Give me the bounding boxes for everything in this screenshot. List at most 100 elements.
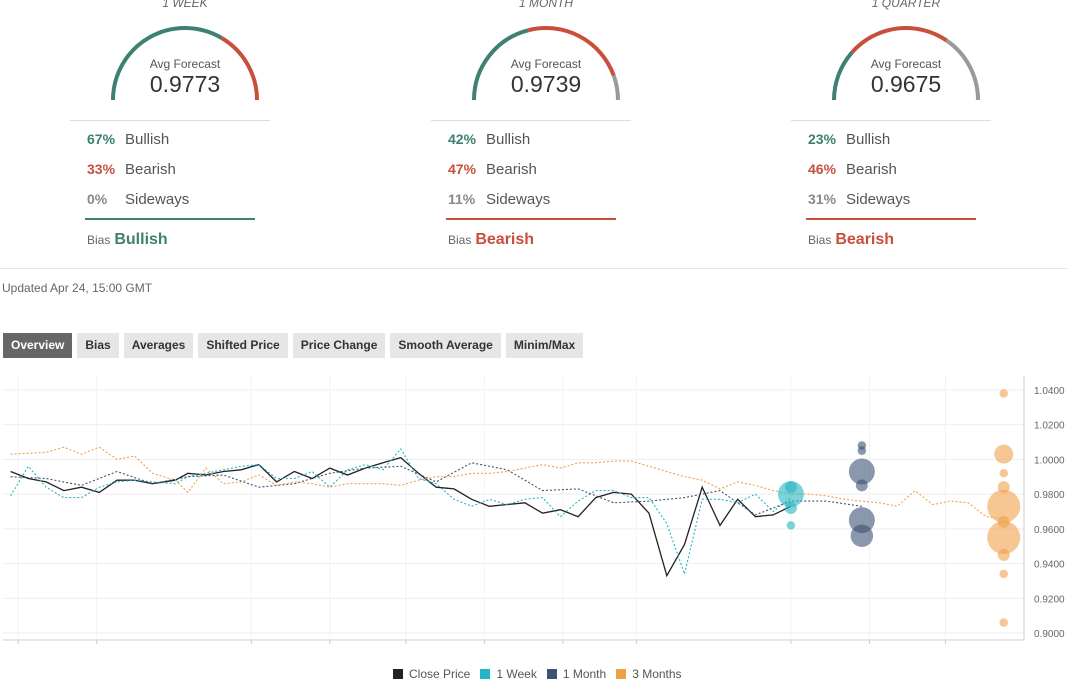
forecast-dot [987, 521, 1021, 555]
gauge-segment [111, 26, 223, 101]
separator [791, 120, 991, 121]
tab-averages[interactable]: Averages [123, 333, 194, 358]
sentiment-percent: 67% [87, 131, 116, 147]
legend-item[interactable]: Close Price [393, 667, 470, 681]
series-line-1-month [10, 462, 862, 516]
forecast-dot [987, 489, 1021, 523]
bias-underline [806, 218, 976, 220]
tab-shifted-price[interactable]: Shifted Price [198, 333, 288, 358]
bias-underline [446, 218, 616, 220]
legend-swatch [616, 669, 627, 679]
sentiment-percent: 31% [808, 191, 837, 207]
divider [0, 268, 1068, 269]
bias-indicator: Bias Bearish [808, 231, 894, 249]
forecast-dot [784, 502, 797, 514]
sentiment-label: Bullish [846, 131, 891, 148]
sentiment-row-sideways: 31% Sideways [808, 191, 910, 208]
legend-swatch [393, 669, 403, 679]
chart-tabs: Overview Bias Averages Shifted Price Price C… [3, 333, 588, 358]
tab-bias[interactable]: Bias [77, 333, 119, 358]
forecast-dot [994, 444, 1014, 464]
tab-price-change[interactable]: Price Change [292, 333, 386, 358]
y-tick-label: 1.0000 [1034, 455, 1065, 466]
sentiment-label: Bearish [486, 161, 537, 178]
sentiment-label: Sideways [486, 191, 551, 208]
legend-item[interactable]: 1 Week [480, 667, 537, 681]
sentiment-row-sideways: 0% Sideways [87, 191, 189, 208]
series-line-3-months [10, 446, 1004, 519]
y-tick-label: 0.9600 [1034, 525, 1065, 536]
sentiment-row-bearish: 33% Bearish [87, 161, 176, 178]
forecast-dot [786, 521, 796, 530]
separator [70, 120, 270, 121]
bias-value: Bearish [835, 231, 895, 248]
sentiment-row-sideways: 11% Sideways [448, 191, 550, 208]
series-line-1-week [10, 447, 792, 576]
tab-smooth-average[interactable]: Smooth Average [390, 333, 501, 358]
sentiment-percent: 47% [448, 161, 477, 177]
sentiment-percent: 33% [87, 161, 116, 177]
bias-value: Bearish [475, 231, 535, 248]
period-label: 1 QUARTER [871, 0, 941, 10]
bias-label: Bias [448, 233, 472, 247]
gauge-segment [527, 26, 616, 77]
gauge-arc [111, 26, 259, 101]
legend-swatch [480, 669, 491, 679]
legend-swatch [546, 669, 557, 679]
sentiment-percent: 0% [87, 191, 108, 207]
legend-item[interactable]: 1 Month [546, 667, 607, 681]
forecast-dot [857, 446, 867, 455]
avg-forecast-value: 0.9739 [510, 71, 582, 97]
chart-legend: Close Price 1 Week 1 Month 3 Months [393, 667, 692, 681]
period-label: 1 MONTH [519, 0, 573, 10]
sentiment-percent: 23% [808, 131, 837, 147]
bias-label: Bias [87, 233, 111, 247]
sentiment-label: Bullish [486, 131, 531, 148]
y-tick-label: 1.0200 [1034, 421, 1065, 432]
sentiment-percent: 42% [448, 131, 477, 147]
tab-overview[interactable]: Overview [3, 333, 73, 358]
series-line-close-price [10, 456, 792, 578]
sentiment-label: Sideways [846, 191, 911, 208]
legend-label: 3 Months [632, 667, 682, 681]
sentiment-row-bullish: 67% Bullish [87, 131, 169, 148]
forecast-dot [855, 479, 868, 492]
bias-value: Bullish [114, 231, 168, 248]
sentiment-percent: 11% [448, 191, 476, 207]
sentiment-row-bearish: 46% Bearish [808, 161, 897, 178]
forecast-dot [999, 569, 1008, 579]
y-tick-label: 1.0400 [1034, 386, 1065, 397]
avg-forecast-value: 0.9675 [870, 71, 942, 97]
sentiment-label: Sideways [125, 191, 190, 208]
sentiment-label: Bearish [846, 161, 897, 178]
forecast-dot [997, 548, 1010, 561]
forecast-dot [999, 389, 1008, 398]
forecast-dot [999, 618, 1008, 627]
tab-minim-max[interactable]: Minim/Max [505, 333, 584, 358]
sentiment-label: Bearish [125, 161, 176, 178]
gauge-segment [472, 28, 529, 101]
gauge-segment [611, 74, 620, 101]
legend-item[interactable]: 3 Months [616, 667, 682, 681]
updated-timestamp: Updated Apr 24, 15:00 GMT [2, 281, 153, 295]
y-tick-label: 0.9000 [1034, 629, 1065, 640]
forecast-chart: 1.0400 1.0200 1.0000 0.9800 0.9600 0.9400 0.92… [3, 376, 1065, 644]
bias-label: Bias [808, 233, 832, 247]
gauge-arc [832, 26, 980, 101]
sentiment-label: Bullish [125, 131, 170, 148]
gauge-arc [472, 26, 620, 101]
sentiment-row-bearish: 47% Bearish [448, 161, 537, 178]
avg-forecast-label: Avg Forecast [870, 57, 942, 71]
legend-label: 1 Month [562, 667, 607, 681]
sentiment-row-bullish: 23% Bullish [808, 131, 890, 148]
forecast-dot [999, 469, 1008, 478]
legend-label: Close Price [409, 667, 471, 681]
gauge-segment [945, 38, 980, 101]
bias-indicator: Bias Bearish [448, 231, 534, 249]
gauge-segment [220, 36, 259, 101]
avg-forecast-label: Avg Forecast [149, 57, 221, 71]
forecast-dot [848, 458, 875, 485]
bias-indicator: Bias Bullish [87, 231, 168, 249]
separator [431, 120, 631, 121]
legend-label: 1 Week [496, 667, 537, 681]
